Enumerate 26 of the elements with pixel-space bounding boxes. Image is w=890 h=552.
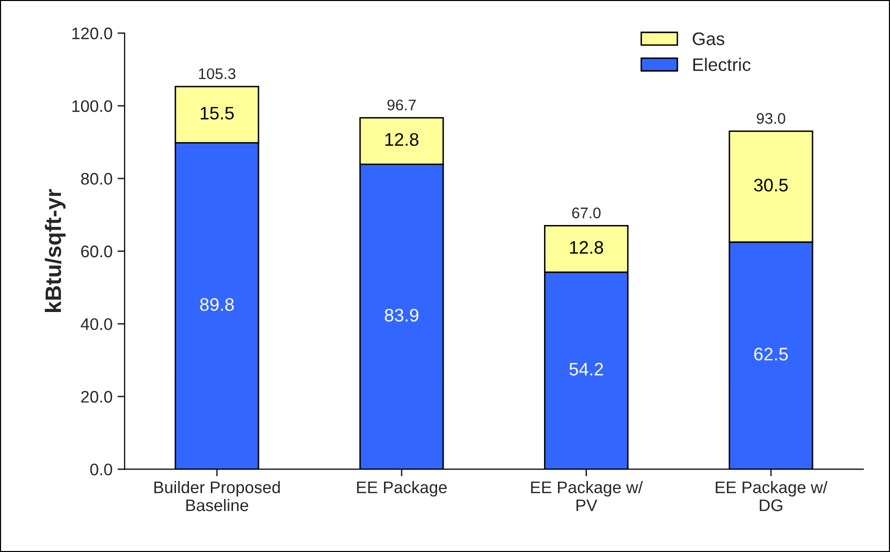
- y-tick-label: 80.0: [81, 172, 112, 185]
- x-tick-label: EE Package w/ DG: [716, 481, 828, 512]
- data-label: 12.8: [570, 241, 604, 254]
- y-tick-label: 60.0: [81, 246, 112, 258]
- y-tick-label: 0.0: [90, 464, 112, 476]
- x-tick-label: EE Package: [357, 481, 447, 497]
- total-label: 105.3: [198, 68, 236, 80]
- total-label: 96.7: [387, 100, 416, 110]
- y-tick-label: 20.0: [81, 390, 112, 403]
- data-label: 54.2: [569, 362, 603, 376]
- x-tick-label: EE Package w/ PV: [531, 481, 643, 512]
- data-label: 89.8: [200, 298, 234, 311]
- data-label: 15.5: [200, 106, 234, 120]
- total-label: 67.0: [572, 208, 601, 218]
- x-tick-label: Builder Proposed Baseline: [154, 481, 280, 512]
- data-label: 83.9: [384, 308, 418, 322]
- data-label: 62.5: [754, 348, 788, 360]
- y-tick-label: 100.0: [72, 100, 112, 112]
- data-label: 12.8: [385, 133, 418, 146]
- legend-label: Electric: [693, 58, 751, 72]
- legend-label: Gas: [692, 32, 724, 46]
- data-label: 30.5: [754, 178, 788, 192]
- y-tick-label: 40.0: [80, 318, 112, 330]
- y-axis-title: kBtu/sqft-yr: [44, 189, 66, 312]
- total-label: 93.0: [756, 113, 786, 124]
- y-tick-label: 120.0: [72, 28, 112, 40]
